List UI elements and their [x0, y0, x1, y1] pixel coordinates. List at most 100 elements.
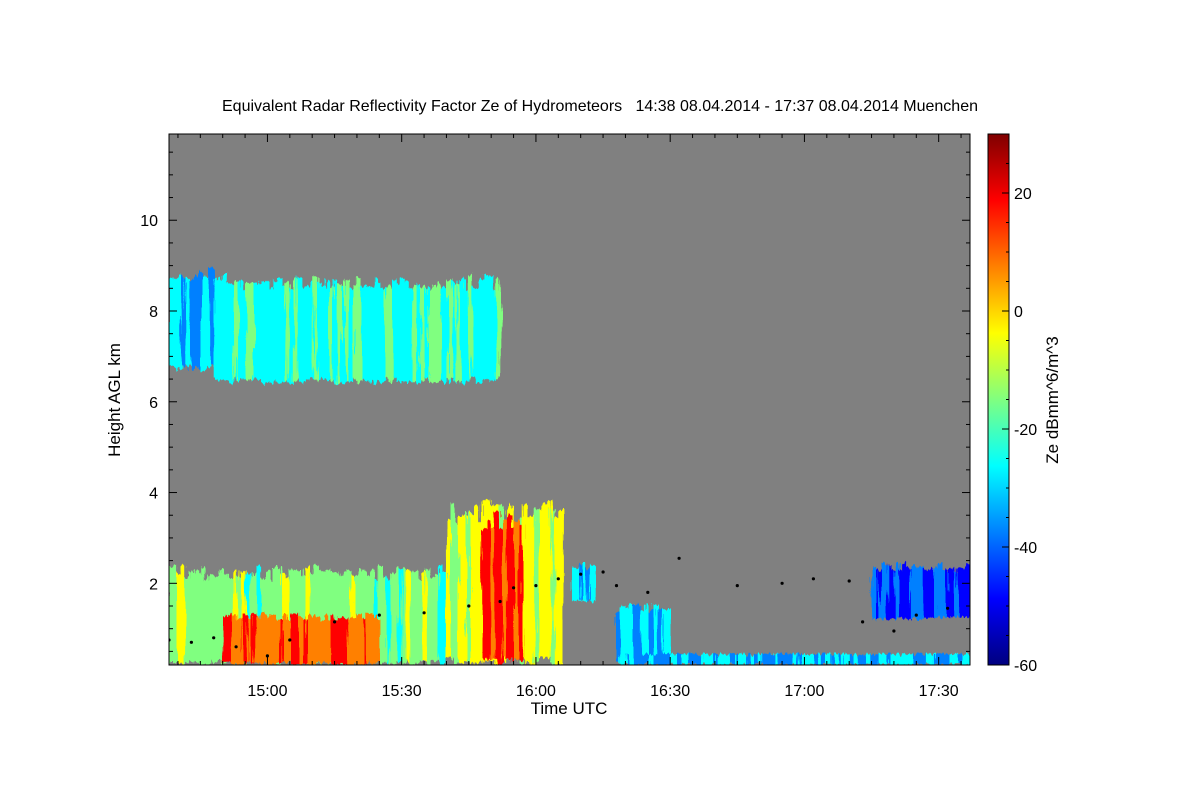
- echo-column: [869, 654, 875, 665]
- echo-column: [436, 283, 442, 383]
- echo-column: [496, 277, 501, 379]
- echo-column: [257, 284, 263, 381]
- echo-column: [701, 654, 707, 665]
- echo-column: [490, 527, 495, 659]
- echo-column: [359, 620, 364, 664]
- x-tick-label: 17:00: [784, 683, 824, 700]
- echo-column: [697, 654, 703, 665]
- chart-title: Equivalent Radar Reflectivity Factor Ze …: [222, 98, 978, 115]
- echo-column: [773, 653, 779, 665]
- echo-column: [721, 653, 727, 665]
- echo-column: [307, 615, 312, 665]
- echo-column: [861, 654, 867, 665]
- echo-column: [741, 654, 747, 665]
- echo-column: [331, 614, 336, 664]
- cloud-base-point: [614, 584, 619, 588]
- echo-column: [891, 570, 896, 618]
- echo-column: [689, 653, 695, 665]
- echo-column: [937, 653, 943, 665]
- echo-column: [193, 275, 199, 366]
- echo-column: [486, 521, 491, 660]
- cloud-base-point: [677, 556, 681, 560]
- echo-column: [265, 570, 271, 662]
- echo-column: [356, 276, 362, 383]
- cloud-base-point: [377, 613, 381, 617]
- colorbar-tick-label: 0: [1014, 304, 1023, 321]
- echo-column: [418, 578, 423, 663]
- echo-column: [225, 284, 231, 379]
- echo-column: [954, 570, 959, 617]
- x-tick-label: 16:00: [516, 683, 556, 700]
- echo-column: [262, 615, 268, 663]
- echo-column: [769, 654, 775, 665]
- echo-column: [853, 654, 859, 665]
- echo-column: [408, 287, 414, 383]
- y-tick-label: 4: [149, 486, 158, 503]
- echo-column: [432, 286, 438, 382]
- echo-column: [805, 654, 811, 665]
- echo-column: [404, 281, 410, 382]
- echo-column: [281, 286, 286, 383]
- echo-column: [907, 568, 912, 620]
- echo-column: [729, 653, 735, 665]
- echo-region-surface-clutter: [625, 653, 970, 665]
- echo-column: [222, 616, 228, 664]
- echo-column: [482, 529, 487, 658]
- echo-column: [693, 654, 699, 665]
- echo-column: [797, 653, 803, 665]
- cloud-base-point: [914, 613, 918, 617]
- echo-column: [444, 289, 450, 384]
- echo-column: [358, 568, 363, 663]
- echo-column: [440, 287, 446, 382]
- echo-column: [624, 608, 630, 663]
- echo-column: [789, 653, 795, 665]
- echo-column: [446, 520, 451, 658]
- echo-column: [217, 279, 223, 380]
- echo-column: [462, 516, 468, 661]
- echo-column: [885, 653, 891, 665]
- echo-column: [793, 653, 799, 665]
- echo-column: [390, 572, 395, 665]
- echo-column: [430, 577, 435, 661]
- cloud-base-markers: [169, 556, 950, 658]
- echo-column: [173, 566, 178, 663]
- colorbar-tick-label: -60: [1014, 658, 1037, 675]
- echo-column: [372, 278, 378, 383]
- echo-column: [238, 618, 244, 665]
- echo-column: [181, 277, 186, 367]
- echo-column: [813, 654, 819, 665]
- echo-column: [289, 288, 294, 384]
- echo-column: [781, 653, 787, 665]
- echo-column: [476, 286, 481, 384]
- cloud-base-point: [735, 584, 739, 588]
- echo-column: [645, 604, 651, 665]
- echo-column: [494, 511, 499, 659]
- colorbar-tick-label: 20: [1014, 186, 1032, 203]
- echo-column: [530, 513, 536, 665]
- cloud-base-point: [511, 586, 516, 590]
- y-tick-label: 10: [140, 213, 158, 230]
- echo-column: [518, 524, 524, 662]
- echo-column: [309, 282, 314, 380]
- echo-column: [926, 569, 932, 618]
- echo-column: [925, 654, 931, 665]
- echo-column: [303, 619, 308, 665]
- echo-column: [327, 619, 332, 663]
- echo-column: [942, 654, 947, 665]
- echo-column: [230, 614, 236, 663]
- echo-column: [917, 653, 923, 665]
- echo-column: [414, 570, 419, 665]
- echo-column: [213, 575, 218, 663]
- echo-column: [270, 615, 276, 664]
- echo-column: [899, 570, 904, 619]
- echo-column: [571, 568, 576, 601]
- echo-column: [291, 613, 296, 665]
- echo-column: [406, 571, 411, 661]
- echo-column: [420, 287, 426, 383]
- echo-column: [962, 566, 967, 617]
- echo-column: [313, 565, 319, 665]
- echo-column: [434, 575, 439, 661]
- echo-column: [865, 654, 871, 665]
- x-tick-label: 15:30: [382, 683, 422, 700]
- echo-column: [474, 505, 480, 663]
